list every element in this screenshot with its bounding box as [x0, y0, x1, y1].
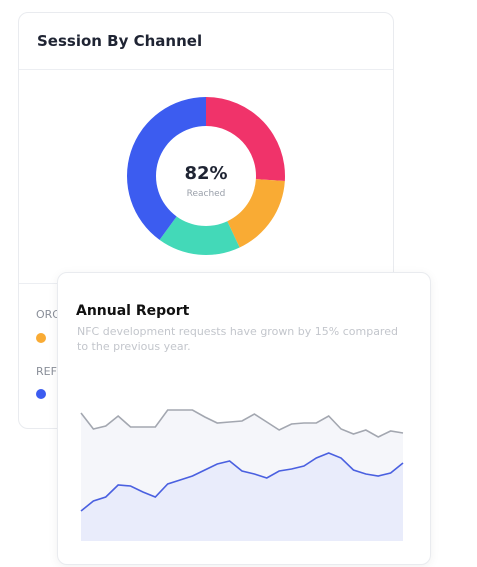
card-subtitle: NFC development requests have grown by 1…: [77, 325, 398, 353]
legend-label: REF: [36, 365, 57, 378]
donut-segment: [206, 97, 285, 181]
center-sublabel: Reached: [187, 189, 226, 199]
line: [80, 452, 404, 512]
center-label: 82%: [184, 163, 227, 184]
legend-dot: [36, 389, 46, 399]
donut-segment: [159, 216, 240, 255]
card-title: Session By Channel: [37, 32, 203, 50]
card-title: Annual Report: [76, 303, 190, 319]
donut-segment: [227, 179, 285, 248]
divider: [19, 69, 393, 70]
donut-chart: 82% Reached: [127, 97, 285, 255]
area-fill: [81, 453, 403, 541]
donut-segment: [127, 97, 206, 240]
area-chart: [80, 409, 404, 541]
legend-label: ORG: [36, 308, 61, 321]
legend-dot: [36, 333, 46, 343]
report-card: Annual Report NFC development requests h…: [57, 272, 431, 565]
line: [80, 409, 404, 438]
